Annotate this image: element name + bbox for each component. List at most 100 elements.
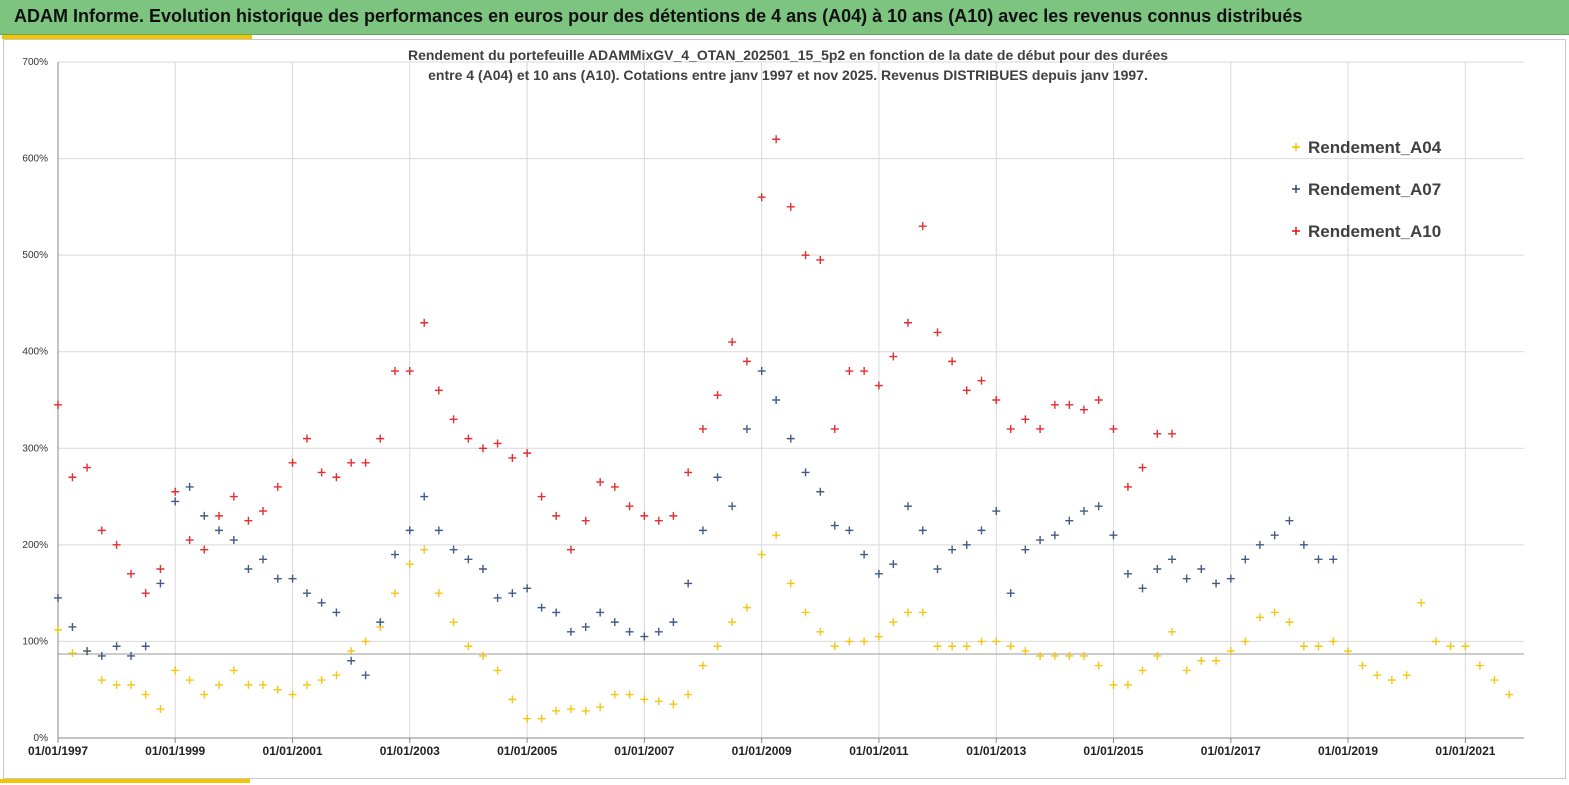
data-point [625,627,634,636]
data-point [581,706,590,715]
data-point [581,516,590,525]
legend-marker [1292,143,1300,151]
data-point [97,651,106,660]
chart-title-line-2: entre 4 (A04) et 10 ans (A10). Cotations… [428,67,1148,83]
data-point [860,367,869,376]
data-point [889,560,898,569]
data-point [1094,502,1103,511]
x-tick-label: 01/01/2013 [966,744,1026,758]
data-point [141,690,150,699]
data-point [1255,540,1264,549]
data-point [977,376,986,385]
data-point [434,589,443,598]
data-point [992,396,1001,404]
data-point [1123,569,1132,578]
data-point [390,367,399,376]
data-point [1021,415,1030,424]
data-point [566,545,575,554]
data-point [1270,608,1279,617]
x-tick-label: 01/01/2017 [1201,744,1261,758]
data-point [1373,671,1382,680]
data-point [1255,613,1264,622]
data-point [83,463,92,472]
x-tick-label: 01/01/2021 [1435,744,1495,758]
data-point [420,545,429,554]
data-point [68,649,77,658]
grid-lines [57,61,1524,738]
x-tick-label: 01/01/2011 [849,744,909,758]
data-point [68,473,77,482]
page-title: ADAM Informe. Evolution historique des p… [14,6,1303,26]
data-point [1153,565,1162,573]
data-point [948,642,957,651]
data-point [332,608,341,617]
data-point [141,589,150,598]
data-point [654,627,663,636]
data-point [566,705,575,714]
data-point [1021,647,1030,656]
data-point [200,690,209,699]
x-tick-label: 01/01/2009 [732,744,792,758]
data-point [1006,642,1015,651]
data-point [1226,574,1235,583]
data-point [1079,507,1088,516]
data-point [420,492,429,501]
data-point [684,468,693,477]
data-point [1461,642,1470,651]
data-point [1168,555,1177,564]
data-point [1329,555,1338,564]
data-point [1270,531,1279,540]
legend-marker [1292,227,1300,235]
data-point [317,598,326,607]
data-point [1094,396,1103,404]
data-point [552,706,561,715]
legend-label: Rendement_A10 [1308,222,1441,241]
data-point [1138,584,1147,593]
data-point [933,565,942,573]
data-point [977,526,986,535]
data-point [1050,400,1059,409]
data-point [229,666,238,675]
y-tick-label: 500% [22,250,48,261]
data-point [434,526,443,535]
data-point [54,625,62,634]
data-point [464,434,473,443]
data-point [112,540,121,549]
x-tick-label: 01/01/2015 [1083,744,1143,758]
data-point [801,608,810,617]
data-point [728,502,737,511]
data-point [244,680,253,689]
data-point [860,637,869,646]
data-point [1138,463,1147,472]
data-point [742,357,751,366]
data-point [405,367,414,376]
legend-marker [1292,185,1300,193]
data-point [669,618,678,627]
data-point [552,608,561,617]
data-point [332,473,341,482]
data-point [640,632,649,641]
data-point [1314,555,1323,564]
data-point [596,703,605,712]
data-point [156,579,165,588]
data-point [1285,516,1294,525]
data-point [1079,651,1088,660]
data-point [1065,516,1074,525]
data-point [229,536,238,545]
data-point [449,618,458,627]
legend: Rendement_A04 Rendement_A07 Rendement_A10 [1292,138,1442,241]
data-point [361,671,370,680]
data-point [962,386,971,395]
data-point [508,589,517,598]
data-point [1358,661,1367,670]
data-point [1505,690,1514,699]
data-point [801,468,810,477]
series-Rendement_A10 [54,135,1177,598]
data-point [1241,555,1250,564]
data-point [288,574,297,583]
data-point [376,618,385,627]
data-point [1153,429,1162,438]
data-point [684,579,693,588]
data-point [713,642,722,651]
